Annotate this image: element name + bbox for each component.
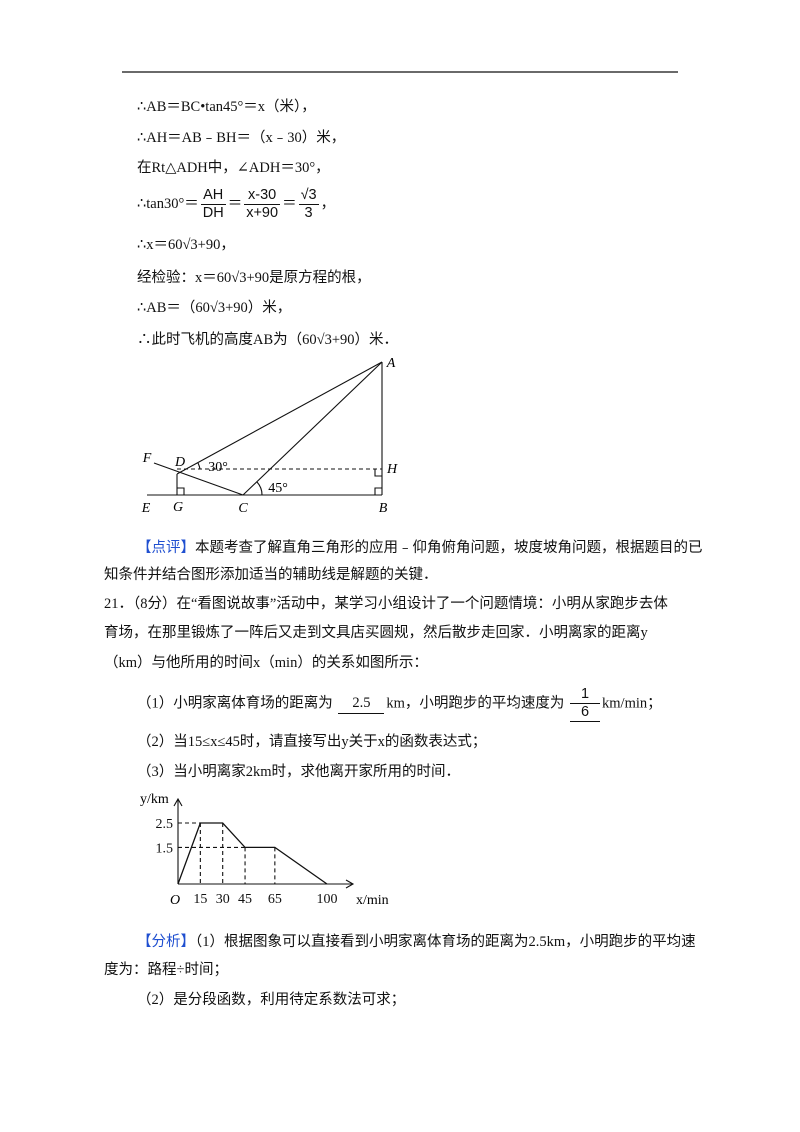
text: ∴此时飞机的高度AB为（60√3+90）米． <box>137 332 399 348</box>
solution-line: ∴此时飞机的高度AB为（60√3+90）米． <box>137 330 398 350</box>
denominator: x+90 <box>246 205 279 221</box>
point-label: D <box>174 455 185 470</box>
y-axis-label: y/km <box>140 792 169 807</box>
text: ∴AH＝AB﹣BH＝（x﹣30）米， <box>137 130 346 146</box>
x-tick-label: 15 <box>193 892 207 907</box>
text: （2）是分段函数，利用待定系数法可求； <box>137 992 406 1008</box>
point-label: B <box>379 501 388 516</box>
analysis-line: 【分析】（1）根据图象可以直接看到小明家离体育场的距离为2.5km，小明跑步的平… <box>137 932 696 952</box>
comment-line: 知条件并结合图形添加适当的辅助线是解题的关键． <box>104 565 438 585</box>
text: ＝ <box>227 195 243 212</box>
point-label: A <box>386 356 396 371</box>
point-label: F <box>142 451 152 466</box>
text: ， <box>320 195 336 212</box>
question-line: （1）小明家离体育场的距离为 2.5 km，小明跑步的平均速度为 1 6 km/min… <box>137 686 662 722</box>
text: （km）与他所用的时间x（min）的关系如图所示： <box>104 655 428 671</box>
comment-line: 【点评】本题考查了解直角三角形的应用﹣仰角俯角问题，坡度坡角问题，根据题目的已 <box>137 538 703 558</box>
point-label: H <box>386 462 398 477</box>
problem-line: 21．（8分）在“看图说故事”活动中，某学习小组设计了一个问题情境：小明从家跑步… <box>104 594 668 614</box>
x-tick-label: 100 <box>317 892 338 907</box>
problem-line: （km）与他所用的时间x（min）的关系如图所示： <box>104 653 428 673</box>
solution-line: 在Rt△ADH中，∠ADH＝30°， <box>137 158 330 178</box>
solution-line: ∴AB＝BC•tan45°＝x（米）， <box>137 97 316 117</box>
text: 知条件并结合图形添加适当的辅助线是解题的关键． <box>104 567 438 583</box>
point-label: G <box>173 500 183 515</box>
text: （1）小明家离体育场的距离为 <box>137 695 337 712</box>
x-axis-label: x/min <box>356 893 389 908</box>
fraction: √3 3 <box>298 187 319 222</box>
numerator: 1 <box>570 686 601 704</box>
text: （1）根据图象可以直接看到小明家离体育场的距离为2.5km，小明跑步的平均速 <box>195 934 696 950</box>
tag: 【分析】 <box>137 934 195 950</box>
point-label: E <box>141 501 151 516</box>
text: 经检验：x＝60√3+90是原方程的根， <box>137 270 371 286</box>
y-tick-label: 1.5 <box>156 841 174 856</box>
text: （2）当15≤x≤45时，请直接写出y关于x的函数表达式； <box>137 734 487 750</box>
text: ∴tan30°＝ <box>137 195 199 212</box>
question-line: （2）当15≤x≤45时，请直接写出y关于x的函数表达式； <box>137 732 486 752</box>
solution-line: ∴AB＝（60√3+90）米， <box>137 298 291 318</box>
origin-label: O <box>170 893 180 908</box>
graph <box>173 797 355 889</box>
point-label: C <box>238 501 248 516</box>
numerator: AH <box>200 187 226 205</box>
analysis-line: （2）是分段函数，利用待定系数法可求； <box>137 990 405 1010</box>
fraction: x-30 x+90 <box>244 187 281 222</box>
denominator: 3 <box>304 205 313 221</box>
y-arrow <box>173 797 183 807</box>
x-tick-label: 65 <box>268 892 282 907</box>
text: ∴AB＝BC•tan45°＝x（米）， <box>137 99 316 115</box>
solution-line: ∴AH＝AB﹣BH＝（x﹣30）米， <box>137 128 345 148</box>
numerator: √3 <box>298 187 319 205</box>
x-tick-label: 30 <box>216 892 230 907</box>
solution-line: ∴x＝60√3+90， <box>137 235 235 255</box>
x-tick-label: 45 <box>238 892 252 907</box>
x-arrow <box>345 879 355 889</box>
analysis-line: 度为：路程÷时间； <box>104 960 228 980</box>
denominator: DH <box>202 205 224 221</box>
text: ∴AB＝（60√3+90）米， <box>137 300 292 316</box>
angle-label: 45° <box>268 481 288 496</box>
text: km，小明跑步的平均速度为 <box>386 695 569 712</box>
answer-blank: 2.5 <box>338 693 385 715</box>
text: 度为：路程÷时间； <box>104 962 228 978</box>
question-line: （3）当小明离家2km时，求他离开家所用的时间． <box>137 762 460 782</box>
denominator: 6 <box>580 704 590 720</box>
text: （3）当小明离家2km时，求他离开家所用的时间． <box>137 764 461 780</box>
fraction: AH DH <box>200 187 226 222</box>
problem-line: 育场，在那里锻炼了一阵后又走到文具店买圆规，然后散步走回家．小明离家的距离y <box>104 623 648 643</box>
text: 本题考查了解直角三角形的应用﹣仰角俯角问题，坡度坡角问题，根据题目的已 <box>195 540 703 556</box>
solution-line: 经检验：x＝60√3+90是原方程的根， <box>137 268 371 288</box>
text: ∴x＝60√3+90， <box>137 237 235 253</box>
numerator: x-30 <box>244 187 281 205</box>
tag: 【点评】 <box>137 540 195 556</box>
distance-line <box>177 822 328 885</box>
text: 21．（8分）在“看图说故事”活动中，某学习小组设计了一个问题情境：小明从家跑步… <box>104 596 668 612</box>
angle-label: 30° <box>208 460 228 475</box>
text: 育场，在那里锻炼了一阵后又走到文具店买圆规，然后散步走回家．小明离家的距离y <box>104 625 648 641</box>
text: ＝ <box>282 195 297 212</box>
text: 在Rt△ADH中，∠ADH＝30°， <box>137 160 330 176</box>
text: km/min； <box>602 695 662 712</box>
solution-line: ∴tan30°＝ AH DH ＝ x-30 x+90 ＝ √3 3， <box>137 187 335 222</box>
geometry-figure <box>147 361 383 496</box>
y-tick-label: 2.5 <box>156 817 174 832</box>
